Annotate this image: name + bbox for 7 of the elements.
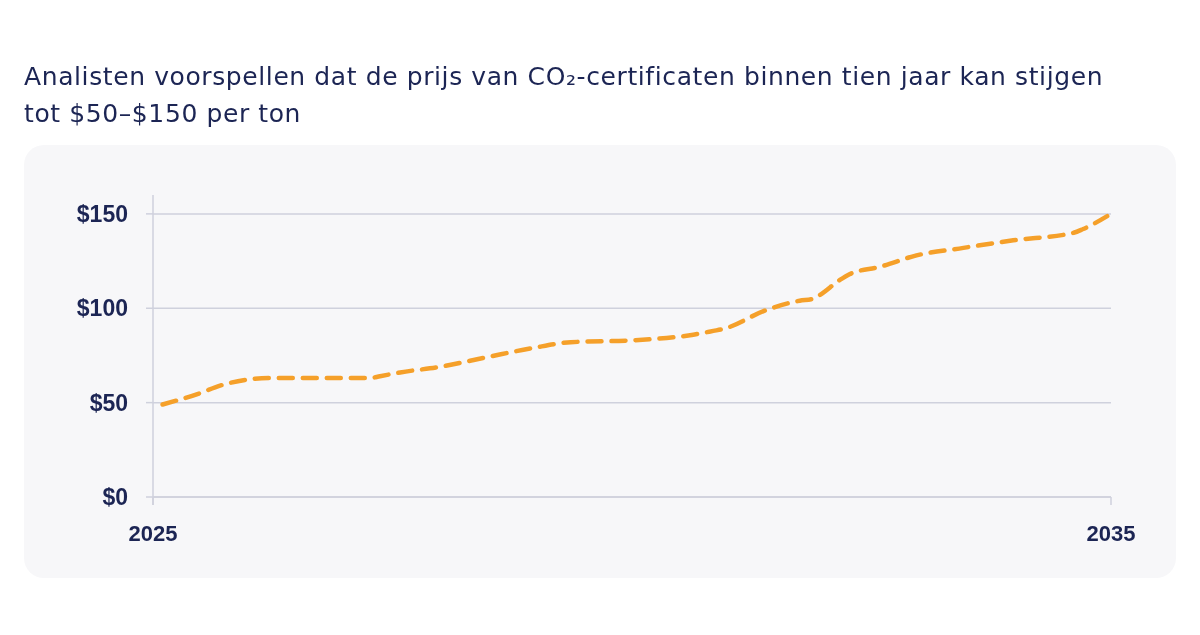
y-tick-label: $100 xyxy=(76,295,128,322)
y-tick-label: $150 xyxy=(76,200,128,227)
x-tick-label: 2035 xyxy=(1086,521,1136,546)
chart-title: Analisten voorspellen dat de prijs van CO₂-certificaten binnen tien jaar kan stijgen tot $50–$150 per ton xyxy=(24,61,1105,130)
x-tick-label: 2025 xyxy=(128,521,178,546)
y-tick-label: $50 xyxy=(89,389,128,416)
y-tick-label: $0 xyxy=(102,484,128,510)
